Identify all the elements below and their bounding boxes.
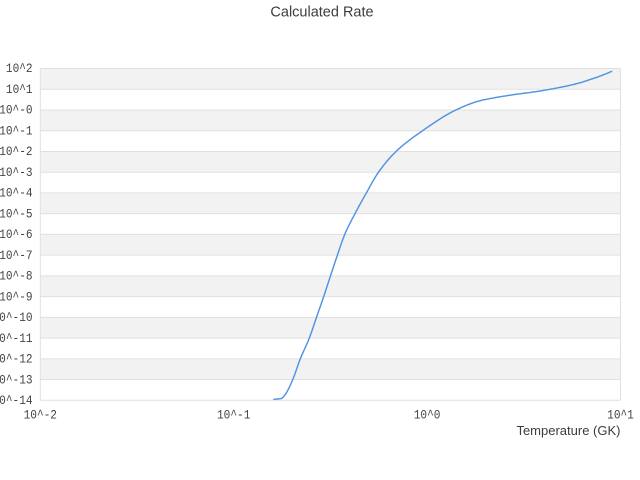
svg-text:10^1: 10^1 — [607, 407, 634, 422]
svg-text:10^2: 10^2 — [6, 61, 33, 76]
svg-text:Calculated Rate: Calculated Rate — [270, 4, 373, 20]
svg-text:10^-6: 10^-6 — [0, 227, 33, 242]
svg-text:10^-10: 10^-10 — [0, 310, 33, 325]
svg-text:10^-8: 10^-8 — [0, 269, 33, 284]
svg-text:10^-9: 10^-9 — [0, 289, 33, 304]
svg-text:10^1: 10^1 — [6, 82, 33, 97]
svg-text:10^-5: 10^-5 — [0, 206, 33, 221]
svg-text:10^-1: 10^-1 — [0, 123, 33, 138]
svg-text:10^-7: 10^-7 — [0, 248, 33, 263]
svg-text:10^-11: 10^-11 — [0, 331, 33, 346]
svg-text:Temperature (GK): Temperature (GK) — [516, 423, 620, 438]
svg-text:10^-12: 10^-12 — [0, 352, 33, 367]
svg-text:10^-1: 10^-1 — [217, 407, 251, 422]
svg-text:10^-13: 10^-13 — [0, 372, 33, 387]
svg-text:10^-4: 10^-4 — [0, 186, 33, 201]
svg-text:10^-3: 10^-3 — [0, 165, 33, 180]
svg-text:10^-14: 10^-14 — [0, 393, 33, 408]
svg-text:10^0: 10^0 — [414, 407, 441, 422]
svg-text:10^-0: 10^-0 — [0, 103, 33, 118]
svg-text:10^-2: 10^-2 — [24, 407, 57, 422]
svg-text:10^-2: 10^-2 — [0, 144, 33, 159]
